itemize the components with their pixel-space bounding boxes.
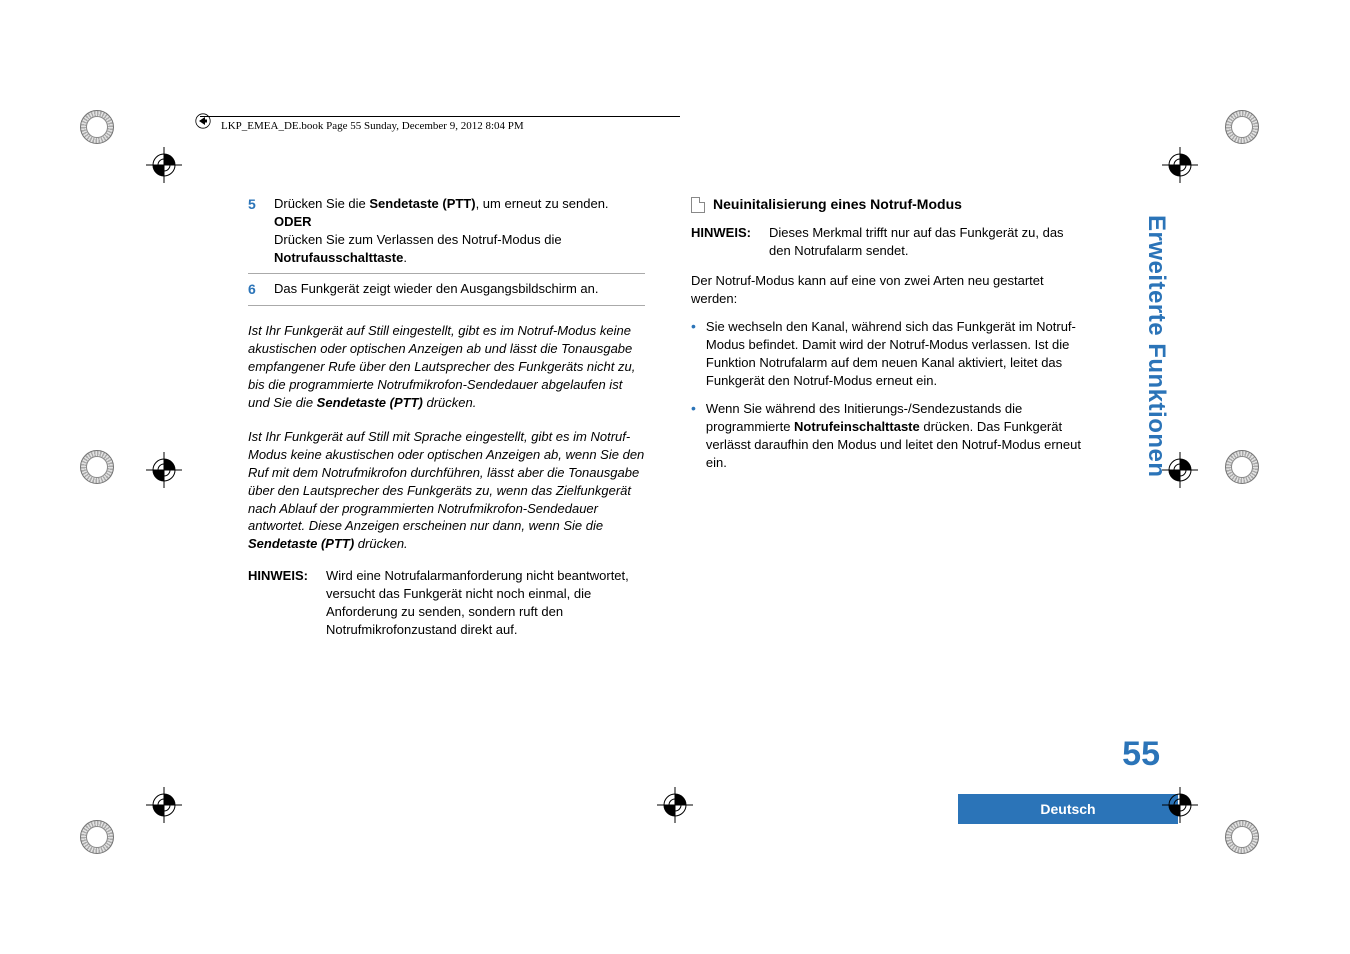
step-number: 5 (248, 195, 262, 267)
print-mark-icon (1225, 110, 1259, 144)
step-divider (248, 305, 645, 306)
subheading: Neuinitalisierung eines Notruf-Modus (691, 195, 1088, 214)
print-mark-icon (80, 450, 114, 484)
registration-mark-icon (1160, 450, 1200, 490)
bullet-dot-icon: • (691, 318, 696, 390)
hinweis-label: HINWEIS: (691, 224, 761, 260)
paragraph-still-voice: Ist Ihr Funkgerät auf Still mit Sprache … (248, 428, 645, 554)
hinweis-body: Wird eine Notrufalarmanforderung nicht b… (326, 567, 645, 639)
page-icon (691, 197, 705, 213)
header-arrow-icon (195, 113, 211, 129)
print-mark-icon (1225, 450, 1259, 484)
left-column: 5 Drücken Sie die Sendetaste (PTT), um e… (248, 195, 645, 639)
subheading-title: Neuinitalisierung eines Notruf-Modus (713, 195, 962, 214)
hinweis-block: HINWEIS: Dieses Merkmal trifft nur auf d… (691, 224, 1088, 260)
step-text: Drücken Sie die Sendetaste (PTT), um ern… (274, 195, 645, 267)
header-text: LKP_EMEA_DE.book Page 55 Sunday, Decembe… (221, 120, 524, 132)
hinweis-body: Dieses Merkmal trifft nur auf das Funkge… (769, 224, 1088, 260)
registration-mark-icon (144, 450, 184, 490)
header-rule (200, 116, 680, 117)
page-number: 55 (1122, 735, 1160, 774)
bullet-dot-icon: • (691, 400, 696, 472)
registration-mark-icon (144, 145, 184, 185)
print-mark-icon (80, 110, 114, 144)
step-6: 6 Das Funkgerät zeigt wieder den Ausgang… (248, 280, 645, 299)
registration-mark-icon (144, 785, 184, 825)
step-number: 6 (248, 280, 262, 299)
language-bar: Deutsch (958, 794, 1178, 824)
registration-mark-icon (655, 785, 695, 825)
registration-mark-icon (1160, 785, 1200, 825)
bullet-2: • Wenn Sie während des Initierungs-/Send… (691, 400, 1088, 472)
step-text: Das Funkgerät zeigt wieder den Ausgangsb… (274, 280, 645, 299)
registration-mark-icon (1160, 145, 1200, 185)
print-mark-icon (1225, 820, 1259, 854)
paragraph-still: Ist Ihr Funkgerät auf Still eingestellt,… (248, 322, 645, 412)
print-mark-icon (80, 820, 114, 854)
step-5: 5 Drücken Sie die Sendetaste (PTT), um e… (248, 195, 645, 267)
hinweis-block: HINWEIS: Wird eine Notrufalarmanforderun… (248, 567, 645, 639)
step-divider (248, 273, 645, 274)
bullet-text: Wenn Sie während des Initierungs-/Sendez… (706, 400, 1088, 472)
right-column: Neuinitalisierung eines Notruf-Modus HIN… (691, 195, 1088, 639)
side-chapter-label: Erweiterte Funktionen (1142, 215, 1170, 478)
intro-text: Der Notruf-Modus kann auf eine von zwei … (691, 272, 1088, 308)
bullet-1: • Sie wechseln den Kanal, während sich d… (691, 318, 1088, 390)
content-area: 5 Drücken Sie die Sendetaste (PTT), um e… (248, 195, 1088, 639)
bullet-text: Sie wechseln den Kanal, während sich das… (706, 318, 1088, 390)
hinweis-label: HINWEIS: (248, 567, 318, 639)
